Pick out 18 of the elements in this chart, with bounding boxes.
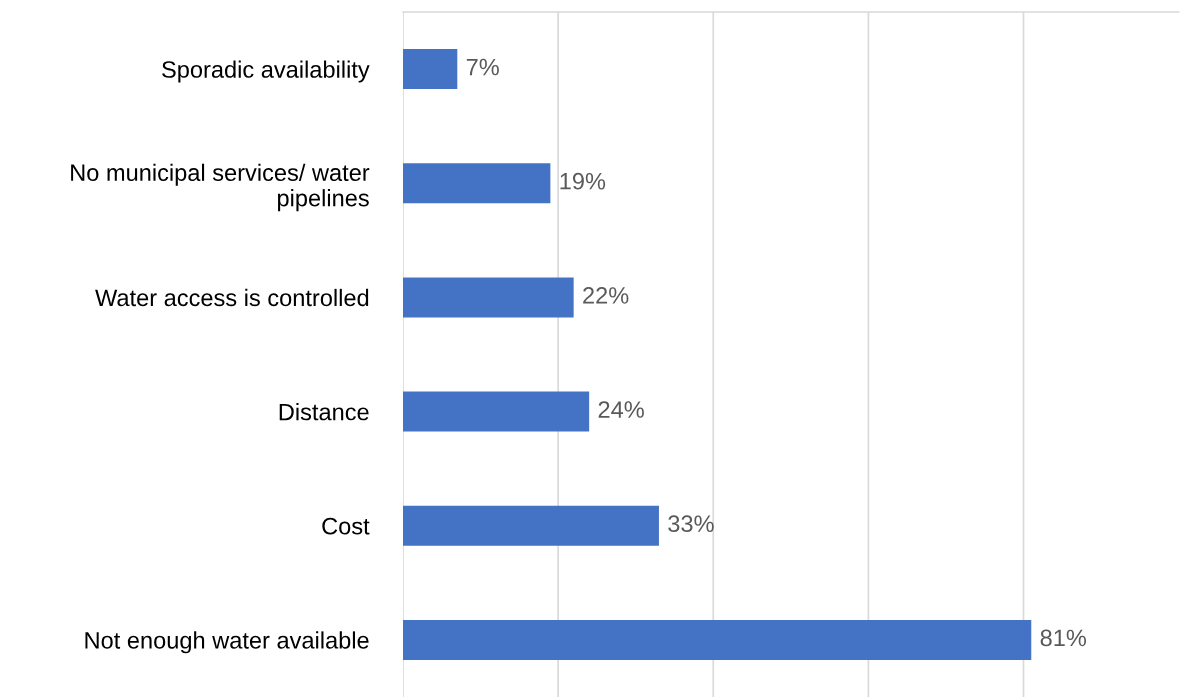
bar xyxy=(403,619,1032,660)
y-tick-label: Not enough water available xyxy=(85,631,369,654)
y-tick-label: Distance xyxy=(279,403,369,421)
bar xyxy=(403,505,659,546)
y-tick-label: Cost xyxy=(322,517,370,535)
bar xyxy=(403,163,551,204)
data-label: 19% xyxy=(560,172,606,190)
data-label: 81% xyxy=(1040,629,1087,647)
y-tick-label: Sporadic availability xyxy=(162,60,370,83)
data-label: 33% xyxy=(668,515,714,533)
data-label: 22% xyxy=(583,287,629,304)
data-label: 24% xyxy=(598,401,644,418)
data-label: 7% xyxy=(466,58,499,76)
bar xyxy=(403,391,590,432)
y-tick-label: No municipal services/ water pipelines xyxy=(71,163,370,212)
y-tick-label: Water access is controlled xyxy=(95,288,369,307)
bar xyxy=(403,49,458,90)
bar xyxy=(403,277,574,318)
